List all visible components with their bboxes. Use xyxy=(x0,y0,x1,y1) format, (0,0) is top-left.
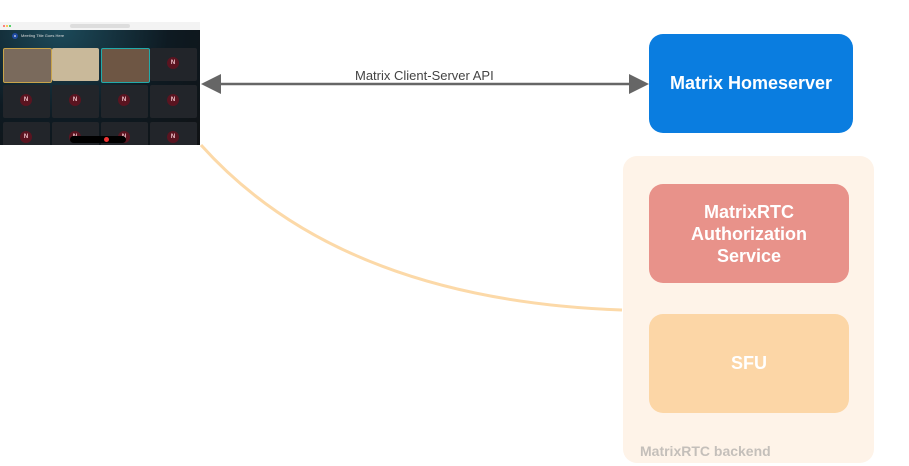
sfu-node: SFU xyxy=(649,314,849,413)
avatar: N xyxy=(167,131,179,143)
client-backend-connection xyxy=(199,143,623,312)
video-tile xyxy=(3,48,52,83)
avatar: N xyxy=(167,94,179,106)
avatar: N xyxy=(69,94,81,106)
url-bar xyxy=(70,24,130,28)
avatar: N xyxy=(167,57,179,69)
participant-tile: N xyxy=(3,122,50,145)
api-label: Matrix Client-Server API xyxy=(355,68,494,83)
room-avatar: M xyxy=(12,33,18,39)
avatar: N xyxy=(118,94,130,106)
backend-group-label: MatrixRTC backend xyxy=(640,443,771,459)
matrix-homeserver-node: Matrix Homeserver xyxy=(649,34,853,133)
authorization-service-node: MatrixRTC Authorization Service xyxy=(649,184,849,283)
element-call-screenshot: M Meeting Title Goes Here N N N N N N N … xyxy=(0,22,200,145)
participant-tile: N xyxy=(52,85,99,118)
participant-tile: N xyxy=(101,85,148,118)
browser-chrome xyxy=(0,22,200,30)
hangup-icon xyxy=(104,137,109,142)
call-controls xyxy=(70,136,126,143)
participant-tile: N xyxy=(150,48,197,81)
call-view: M Meeting Title Goes Here N N N N N N N … xyxy=(0,30,200,145)
meeting-title: Meeting Title Goes Here xyxy=(21,33,65,38)
avatar: N xyxy=(20,131,32,143)
avatar: N xyxy=(20,94,32,106)
video-tile xyxy=(101,48,150,83)
video-tile xyxy=(52,48,99,81)
participant-tile: N xyxy=(150,122,197,145)
participant-tile: N xyxy=(150,85,197,118)
participant-tile: N xyxy=(3,85,50,118)
